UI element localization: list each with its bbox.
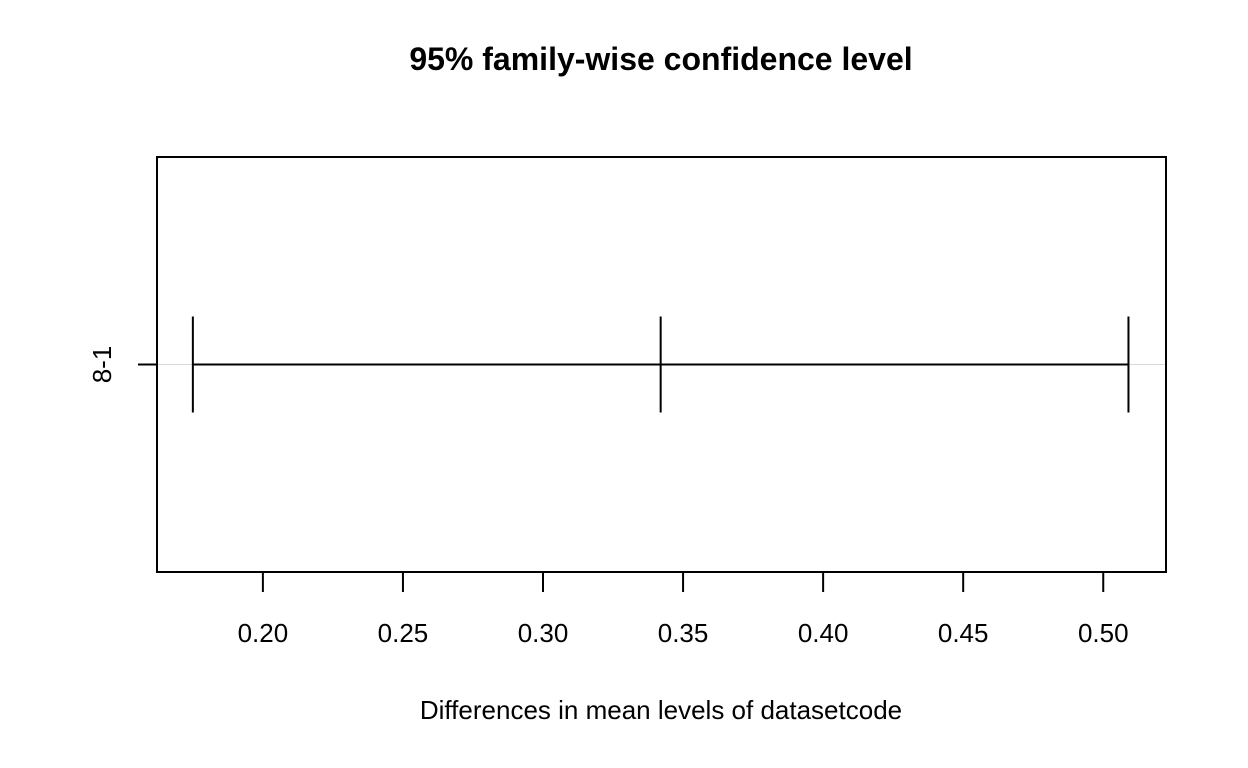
x-axis: 0.20 0.25 0.30 0.35 0.40 0.45 0.50 (238, 572, 1129, 648)
plot-area (157, 316, 1166, 413)
x-tick-label: 0.25 (378, 618, 429, 648)
x-tick-label: 0.35 (658, 618, 709, 648)
x-tick-label: 0.20 (238, 618, 289, 648)
x-tick-label: 0.50 (1078, 618, 1129, 648)
y-axis: 8-1 (87, 346, 157, 384)
y-tick-label: 8-1 (87, 346, 117, 384)
chart-title: 95% family-wise confidence level (409, 41, 912, 77)
x-tick-label: 0.30 (518, 618, 569, 648)
x-axis-label: Differences in mean levels of datasetcod… (420, 695, 902, 725)
x-tick-label: 0.45 (938, 618, 989, 648)
x-tick-label: 0.40 (798, 618, 849, 648)
